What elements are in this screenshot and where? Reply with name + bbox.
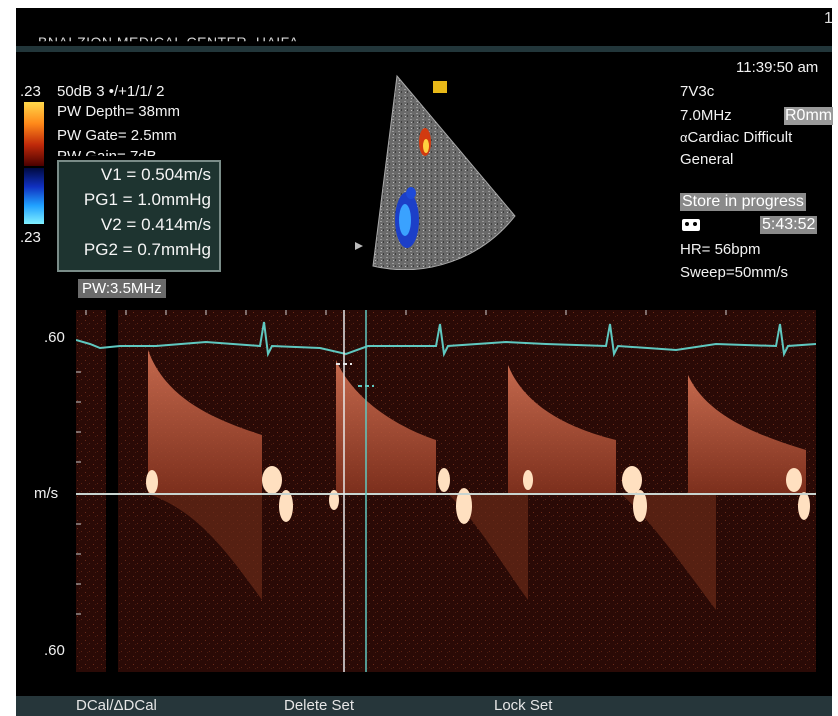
heart-icon: α [680,130,688,145]
softkey-dcal[interactable]: DCal/ΔDCal [76,697,157,714]
preset-name: αCardiac Difficult [680,129,793,146]
tape-icon [682,219,700,231]
doppler-spectrum [76,310,816,672]
valve-clicks [146,466,810,524]
measurement-v1: V1 = 0.504m/s [100,165,211,184]
spectral-envelopes [148,350,806,610]
hospital-name: BNAI ZION MEDICAL CENTER, HAIFA [38,34,299,41]
velocity-ticks [76,371,81,615]
velocity-scale-bottom: .60 [44,642,65,659]
store-timer: 5:43:52 [760,216,818,234]
sweep-speed: Sweep=50mm/s [680,264,788,281]
probe-orientation-icon [432,80,448,94]
header-divider [16,46,832,52]
color-scale-top: .23 [20,83,41,100]
preset-general: General [680,151,734,168]
pw-gain: PW Gain= 7dB [57,147,157,156]
measurement-v2: V2 = 0.414m/s [100,215,211,234]
pw-gate: PW Gate= 2.5mm [57,127,177,144]
header-corner-number: 1 [824,10,833,27]
clock-time: 11:39:50 am [736,59,819,76]
sector-image [355,74,516,270]
color-scale-bottom: .23 [20,229,41,246]
header-bar [16,8,832,48]
sweep-gap [106,310,118,672]
depth-badge: R0mm [784,107,834,125]
time-ticks [85,310,727,315]
ecg-trace [76,321,816,358]
store-status: Store in progress [680,193,806,211]
softkey-delete-set[interactable]: Delete Set [284,697,355,714]
measurement-panel: V1 = 0.504m/s PG1 = 1.0mmHg V2 = 0.414m/… [57,160,221,272]
pw-frequency-label: PW:3.5MHz [78,279,166,298]
color-scale-positive [24,102,44,166]
measurement-pg1: PG1 = 1.0mmHg [83,190,211,209]
probe-frequency: 7.0MHz [680,107,732,124]
focus-marker-icon [355,242,363,250]
gain-settings: 50dB 3 •/+1/1/ 2 [57,83,165,100]
measurement-pg2: PG2 = 0.7mmHg [83,240,211,259]
heart-rate: HR= 56bpm [680,241,761,258]
softkey-lock-set[interactable]: Lock Set [494,697,553,714]
softkey-bar: DCal/ΔDCal Delete Set Lock Set [16,696,832,716]
color-doppler-flow-red [419,128,431,156]
pw-depth: PW Depth= 38mm [57,103,180,120]
velocity-scale-top: .60 [44,329,65,346]
color-doppler-flow-blue [395,187,419,248]
velocity-unit: m/s [34,485,59,502]
probe-name: 7V3c [680,83,715,100]
color-scale-negative [24,168,44,224]
